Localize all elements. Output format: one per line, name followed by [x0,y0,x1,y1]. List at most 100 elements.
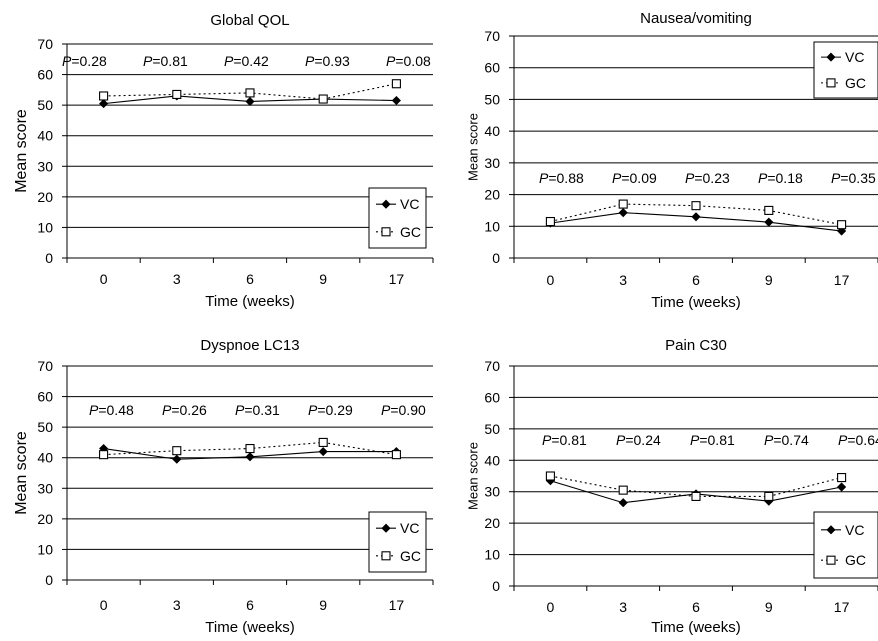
legend-label: GC [400,548,421,564]
marker-gc [318,94,328,104]
x-tick-label: 6 [246,271,254,287]
x-tick-label: 0 [547,272,555,288]
legend: VC GC [813,511,878,579]
chart-title: Global QOL [210,12,289,29]
p-value-label: P=0.42 [224,53,269,69]
p-value-label: P=0.64 [838,432,878,448]
marker-gc [764,205,774,215]
legend: VC GC [368,187,427,249]
marker-vc [391,95,401,106]
marker-vc [172,454,182,464]
legend-label: VC [400,520,419,536]
marker-vc [764,217,774,227]
y-tick-label: 50 [484,421,500,437]
x-tick-label: 9 [319,271,327,287]
y-tick-label: 40 [484,123,500,139]
series-line-gc [550,203,842,226]
x-tick-label: 0 [547,599,555,615]
legend-marker-gc [381,551,391,561]
y-axis-label: Mean score [13,109,30,193]
y-tick-label: 10 [37,541,53,557]
y-tick-label: 30 [37,480,53,496]
legend-box [368,511,427,573]
p-value-label: P=0.81 [143,53,188,69]
legend: VC GC [368,511,427,573]
x-tick-label: 3 [619,272,627,288]
marker-gc [172,446,182,456]
chart-title: Pain C30 [665,337,727,354]
marker-vc [245,96,255,107]
x-tick-label: 17 [834,272,850,288]
marker-gc [691,491,701,501]
p-value-label: P=0.35 [831,170,876,186]
p-value-label: P=0.88 [539,170,584,186]
legend-label: VC [400,196,419,212]
marker-vc [245,452,255,462]
y-tick-label: 20 [37,511,53,527]
y-tick-label: 60 [37,67,53,83]
marker-gc [245,443,255,454]
marker-vc [99,99,109,109]
y-tick-label: 20 [37,189,53,205]
legend: VC GC [813,41,878,99]
series-line-gc [550,475,842,497]
chart-title: Nausea/vomiting [640,10,752,27]
x-tick-label: 3 [619,599,627,615]
y-tick-label: 0 [492,578,500,594]
y-tick-label: 50 [484,91,500,107]
x-tick-label: 17 [389,271,405,287]
p-value-label: P=0.48 [89,402,134,418]
y-axis-label: Mean score [13,431,30,515]
x-axis-label: Time (weeks) [205,619,294,636]
chart-panel-4: Pain C30 0 10 20 30 40 50 60 70 0 3 6 9 17 Time (weeks… [465,337,878,636]
y-tick-label: 20 [484,187,500,203]
y-tick-label: 60 [37,389,53,405]
x-tick-label: 3 [173,271,181,287]
x-tick-label: 6 [246,597,254,613]
marker-gc [391,450,401,460]
chart-panel-1: Global QOL 0 10 20 30 40 50 60 70 0 3 6 9 17 Time (wee… [13,12,434,310]
y-tick-label: 0 [492,250,500,266]
marker-gc [245,88,255,98]
marker-vc [318,447,328,457]
y-tick-label: 50 [37,97,53,113]
legend-label: GC [845,75,866,91]
marker-gc [618,199,628,209]
y-tick-label: 70 [484,358,500,374]
p-value-label: P=0.26 [162,402,207,418]
y-tick-label: 30 [484,484,500,500]
x-tick-label: 9 [765,272,773,288]
p-value-label: P=0.09 [612,170,657,186]
x-tick-label: 9 [319,597,327,613]
x-axis-label: Time (weeks) [651,619,740,636]
marker-gc [618,485,628,495]
p-value-label: P=0.74 [764,432,809,448]
y-axis-label: Mean score [465,113,480,181]
p-value-label: P=0.28 [62,53,107,69]
chart-panel-3: Dyspnoe LC13 0 10 20 30 40 50 60 70 0 3 6 9 17 Time (w… [13,337,434,636]
y-tick-label: 70 [37,36,53,52]
x-tick-label: 0 [100,597,108,613]
legend-label: GC [845,552,866,568]
x-tick-label: 6 [692,272,700,288]
y-tick-label: 40 [484,452,500,468]
legend-box [368,187,427,249]
p-value-label: P=0.81 [542,432,587,448]
p-value-label: P=0.93 [305,53,350,69]
legend-marker-gc [826,555,836,565]
y-tick-label: 20 [484,515,500,531]
legend-marker-gc [826,78,836,88]
y-tick-label: 30 [484,155,500,171]
marker-gc [691,201,701,211]
y-tick-label: 50 [37,419,53,435]
legend-marker-vc [826,525,836,535]
x-axis-label: Time (weeks) [651,294,740,311]
marker-vc [618,208,628,218]
p-value-label: P=0.81 [690,432,735,448]
chart-title: Dyspnoe LC13 [200,337,299,354]
x-tick-label: 9 [765,599,773,615]
x-tick-label: 17 [834,599,850,615]
marker-gc [318,437,328,447]
marker-gc [545,216,555,227]
